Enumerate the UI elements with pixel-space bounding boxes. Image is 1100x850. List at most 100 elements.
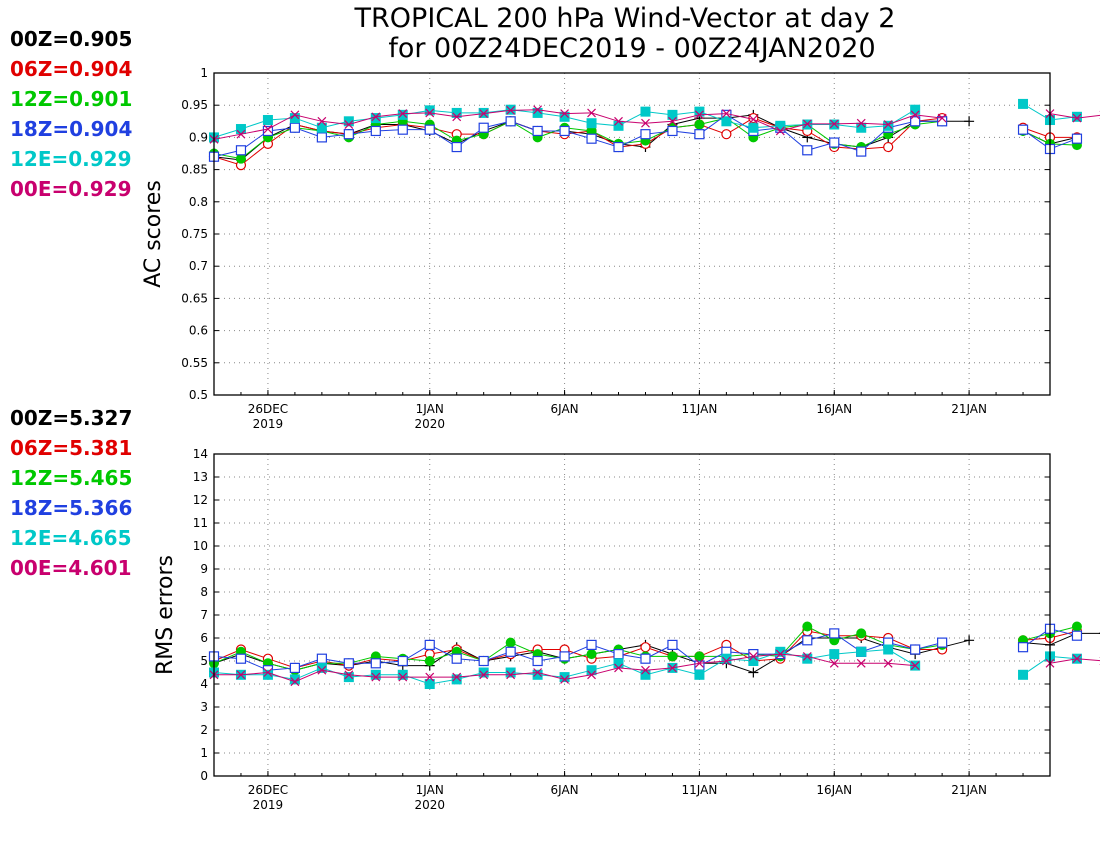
data-point bbox=[1018, 669, 1029, 680]
x-tick-label: 1JAN bbox=[416, 402, 444, 416]
data-point bbox=[451, 674, 462, 685]
data-point bbox=[586, 639, 597, 651]
data-point bbox=[640, 642, 651, 653]
data-point bbox=[829, 649, 840, 660]
data-point bbox=[641, 118, 650, 128]
data-point bbox=[424, 105, 435, 116]
data-point bbox=[883, 141, 894, 153]
y-tick-label: 11 bbox=[193, 516, 208, 530]
x-tick-label: 21JAN bbox=[951, 783, 987, 797]
data-point bbox=[235, 653, 247, 664]
data-point bbox=[748, 667, 759, 678]
x-tick-label: 16JAN bbox=[816, 402, 852, 416]
data-point bbox=[343, 672, 354, 683]
y-tick-label: 10 bbox=[193, 539, 208, 553]
data-point bbox=[910, 644, 921, 655]
series-00Z bbox=[209, 628, 1100, 678]
x-tick-sublabel: 2020 bbox=[414, 417, 445, 431]
data-point bbox=[668, 663, 677, 673]
y-tick-label: 0.75 bbox=[181, 227, 208, 241]
data-point bbox=[856, 146, 867, 157]
y-tick-label: 0.8 bbox=[189, 195, 208, 209]
data-point bbox=[424, 639, 435, 651]
y-tick-label: 12 bbox=[193, 493, 208, 507]
x-tick-label: 11JAN bbox=[682, 402, 718, 416]
data-point bbox=[479, 670, 489, 680]
y-tick-label: 2 bbox=[200, 723, 208, 737]
data-point bbox=[343, 116, 354, 127]
chart-title-line1: TROPICAL 200 hPa Wind-Vector at day 2 bbox=[354, 3, 896, 34]
data-point bbox=[478, 655, 489, 667]
data-point bbox=[613, 658, 624, 669]
data-point bbox=[829, 628, 840, 639]
y-tick-label: 14 bbox=[193, 447, 208, 461]
data-point bbox=[721, 116, 732, 127]
data-point bbox=[397, 124, 408, 135]
x-tick-label: 21JAN bbox=[951, 402, 987, 416]
y-tick-label: 5 bbox=[200, 654, 208, 668]
data-point bbox=[667, 651, 678, 662]
y-tick-label: 0.95 bbox=[181, 98, 208, 112]
data-point bbox=[694, 129, 705, 140]
data-point bbox=[802, 651, 812, 661]
data-point bbox=[397, 655, 408, 667]
y-tick-label: 9 bbox=[200, 562, 208, 576]
data-point bbox=[290, 110, 300, 120]
data-point bbox=[424, 124, 435, 135]
data-point bbox=[316, 662, 327, 673]
data-point bbox=[748, 656, 759, 666]
data-point bbox=[910, 116, 921, 127]
data-point bbox=[937, 116, 948, 127]
data-point bbox=[425, 672, 435, 682]
data-point bbox=[235, 145, 247, 156]
y-tick-label: 0.85 bbox=[181, 163, 208, 177]
data-point bbox=[235, 153, 246, 164]
data-point bbox=[505, 646, 516, 657]
legend-entry: 12E=4.665 bbox=[10, 526, 132, 550]
data-point bbox=[398, 672, 408, 682]
data-point bbox=[290, 677, 300, 687]
data-point bbox=[425, 108, 435, 118]
data-point bbox=[775, 120, 786, 131]
data-point bbox=[370, 658, 381, 669]
data-point bbox=[532, 107, 543, 118]
data-point bbox=[856, 628, 867, 639]
data-point bbox=[883, 644, 894, 655]
x-tick-sublabel: 2019 bbox=[253, 417, 284, 431]
data-point bbox=[694, 119, 705, 130]
data-point bbox=[829, 658, 839, 668]
data-point bbox=[533, 668, 543, 677]
data-point bbox=[424, 656, 435, 666]
data-point bbox=[343, 129, 354, 140]
data-point bbox=[883, 120, 893, 129]
x-tick-label: 1JAN bbox=[416, 783, 444, 797]
data-point bbox=[640, 653, 651, 664]
data-point bbox=[263, 668, 273, 677]
data-point bbox=[371, 672, 381, 682]
legend-entry: 06Z=5.381 bbox=[10, 436, 132, 460]
data-point bbox=[533, 105, 543, 115]
data-point bbox=[964, 116, 975, 127]
data-point bbox=[613, 141, 624, 153]
data-point bbox=[640, 669, 651, 680]
data-point bbox=[559, 111, 570, 122]
data-point bbox=[532, 655, 543, 667]
y-tick-label: 13 bbox=[193, 470, 208, 484]
y-tick-label: 6 bbox=[200, 631, 208, 645]
x-tick-label: 6JAN bbox=[551, 402, 579, 416]
plot-frame bbox=[213, 453, 1051, 777]
data-point bbox=[614, 116, 623, 126]
data-point bbox=[316, 132, 327, 143]
y-tick-label: 1 bbox=[200, 746, 208, 760]
data-point bbox=[424, 679, 435, 689]
data-point bbox=[856, 122, 867, 133]
x-tick-label: 16JAN bbox=[816, 783, 852, 797]
legend-entry: 00E=4.601 bbox=[10, 556, 132, 580]
data-point bbox=[505, 116, 516, 127]
data-point bbox=[667, 109, 678, 120]
chart-panel-1: 0.5 0.55 0.6 0.65 0.7 0.75 0.8 0.85 0.9 0.95 1 26DE… bbox=[10, 27, 1100, 431]
chart-panel-2: 0123456789101112131426DEC20191JAN20206JA… bbox=[10, 406, 1100, 812]
data-point bbox=[587, 670, 596, 680]
data-point bbox=[587, 108, 596, 118]
data-point bbox=[560, 109, 570, 118]
